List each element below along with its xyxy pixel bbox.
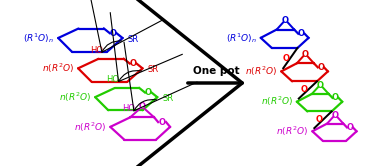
Text: $n(R^2O)$: $n(R^2O)$	[260, 95, 293, 108]
Text: HO: HO	[122, 104, 135, 113]
Text: O: O	[298, 29, 305, 38]
Text: $n(R^2O)$: $n(R^2O)$	[245, 65, 277, 78]
Text: O: O	[332, 93, 339, 102]
Text: $n(R^2O)$: $n(R^2O)$	[276, 124, 308, 138]
Text: O: O	[130, 59, 137, 68]
Text: HO: HO	[90, 46, 103, 55]
Text: O: O	[301, 85, 307, 94]
Text: $n(R^2O)$: $n(R^2O)$	[74, 120, 106, 134]
Text: $(R^1O)_n$: $(R^1O)_n$	[23, 31, 54, 45]
Text: O: O	[145, 88, 152, 97]
Text: One pot: One pot	[192, 66, 239, 76]
Text: SR: SR	[162, 94, 174, 103]
Text: $n(R^2O)$: $n(R^2O)$	[59, 90, 91, 104]
Text: O: O	[318, 63, 324, 72]
Text: SR: SR	[127, 35, 139, 44]
Text: HO: HO	[106, 75, 119, 84]
Text: $n(R^2O)$: $n(R^2O)$	[42, 62, 74, 75]
Text: O: O	[283, 54, 290, 63]
Text: O: O	[332, 111, 339, 120]
Text: O: O	[159, 118, 166, 127]
Text: O: O	[110, 29, 117, 38]
Text: O: O	[316, 115, 322, 124]
Text: SR: SR	[147, 65, 159, 74]
Text: O: O	[302, 50, 309, 59]
Text: O: O	[282, 16, 289, 25]
Text: $(R^1O)_n$: $(R^1O)_n$	[226, 31, 257, 45]
Text: O: O	[347, 123, 353, 132]
Text: O: O	[139, 102, 146, 111]
Text: O: O	[317, 81, 324, 90]
